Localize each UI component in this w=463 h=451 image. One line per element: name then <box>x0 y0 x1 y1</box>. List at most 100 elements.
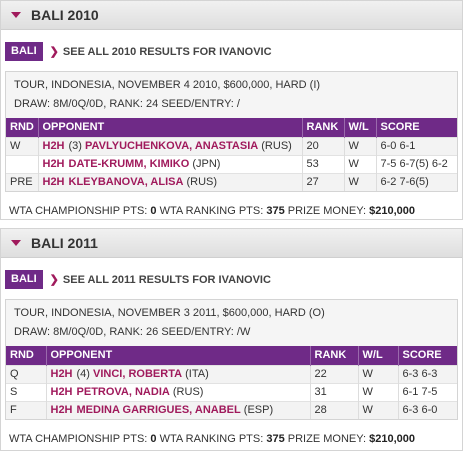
table-header-row: RND OPPONENT RANK W/L SCORE <box>6 118 457 137</box>
ranking-pts-value: 375 <box>266 433 285 445</box>
championship-pts-value: 0 <box>150 205 157 217</box>
wl-cell: W <box>357 382 398 401</box>
player-link[interactable]: DATE-KRUMM, KIMIKO <box>68 158 190 170</box>
panel-header[interactable]: BALI 2010 <box>1 1 462 30</box>
score-cell: 6-3 6-0 <box>397 400 457 419</box>
player-link[interactable]: MEDINA GARRIGUES, ANABEL <box>76 404 241 417</box>
country-code: (JPN) <box>192 158 221 170</box>
rank-cell: 53 <box>301 154 344 173</box>
prize-money-label: PRIZE MONEY: <box>287 205 367 217</box>
player-link[interactable]: PAVLYUCHENKOVA, ANASTASIA <box>85 140 259 152</box>
championship-pts-value: 0 <box>150 433 157 445</box>
ranking-pts-value: 375 <box>266 205 285 217</box>
country-code: (ITA) <box>185 368 209 380</box>
tournament-info-box: TOUR, INDONESIA, NOVEMBER 3 2011, $600,0… <box>5 299 458 420</box>
player-link[interactable]: PETROVA, NADIA <box>76 386 170 398</box>
points-summary: WTA CHAMPIONSHIP PTS: 0 WTA RANKING PTS:… <box>1 205 462 217</box>
rank-cell: 20 <box>301 136 344 155</box>
table-row: H2H DATE-KRUMM, KIMIKO (JPN) 53 W 7-5 6-7… <box>6 154 457 173</box>
round-cell: F <box>6 400 46 419</box>
opponent-cell: H2H KLEYBANOVA, ALISA (RUS) <box>37 172 302 191</box>
country-code: (RUS) <box>261 140 292 152</box>
rank-cell: 22 <box>309 364 358 383</box>
tour-info-line: TOUR, INDONESIA, NOVEMBER 4 2010, $600,0… <box>14 79 321 91</box>
seed-label: (4) <box>76 368 90 380</box>
ranking-pts-label: WTA RANKING PTS: <box>159 433 264 445</box>
see-all-results-link[interactable]: SEE ALL 2011 RESULTS FOR IVANOVIC <box>62 273 271 286</box>
tournament-tag[interactable]: BALI <box>5 42 43 61</box>
table-row: W H2H (3) PAVLYUCHENKOVA, ANASTASIA (RUS)… <box>6 136 457 155</box>
table-row: PRE H2H KLEYBANOVA, ALISA (RUS) 27 W 6-2 … <box>6 172 457 191</box>
score-cell: 6-2 7-6(5) <box>375 172 457 191</box>
h2h-link[interactable]: H2H <box>50 404 73 417</box>
collapse-caret-icon[interactable] <box>11 240 21 246</box>
chevron-right-icon: ❯ <box>49 46 59 58</box>
country-code: (ESP) <box>243 404 274 417</box>
prize-money-value: $210,000 <box>369 205 415 217</box>
h2h-link[interactable]: H2H <box>42 140 65 152</box>
col-header-rnd: RND <box>6 346 46 365</box>
panel-title: BALI 2010 <box>31 7 99 23</box>
table-row: F H2H MEDINA GARRIGUES, ANABEL (ESP) 28 W… <box>6 400 457 419</box>
prize-money-value: $210,000 <box>369 433 415 445</box>
draw-info-line: DRAW: 8M/0Q/0D, RANK: 24 SEED/ENTRY: / <box>14 98 240 110</box>
col-header-rank: RANK <box>301 118 344 137</box>
col-header-wl: W/L <box>343 118 376 137</box>
h2h-link[interactable]: H2H <box>42 158 65 170</box>
col-header-opponent: OPPONENT <box>45 346 310 365</box>
draw-info-line: DRAW: 8M/0Q/0D, RANK: 26 SEED/ENTRY: /W <box>14 326 251 338</box>
table-row: Q H2H (4) VINCI, ROBERTA (ITA) 22 W 6-3 6… <box>6 364 457 383</box>
table-header-row: RND OPPONENT RANK W/L SCORE <box>6 346 457 365</box>
round-cell: PRE <box>6 172 38 191</box>
tournament-tag[interactable]: BALI <box>5 270 43 289</box>
col-header-score: SCORE <box>397 346 457 365</box>
results-table: RND OPPONENT RANK W/L SCORE W H2H (3) PAV… <box>6 118 457 191</box>
h2h-link[interactable]: H2H <box>50 386 73 398</box>
opponent-cell: H2H (4) VINCI, ROBERTA (ITA) <box>45 364 310 383</box>
chevron-right-icon: ❯ <box>49 274 59 286</box>
wl-cell: W <box>357 400 398 419</box>
championship-pts-label: WTA CHAMPIONSHIP PTS: <box>9 205 148 217</box>
score-cell: 7-5 6-7(5) 6-2 <box>375 154 457 173</box>
col-header-score: SCORE <box>375 118 457 137</box>
results-table: RND OPPONENT RANK W/L SCORE Q H2H (4) VIN… <box>6 346 457 419</box>
panel-title: BALI 2011 <box>31 235 98 251</box>
h2h-link[interactable]: H2H <box>42 176 65 189</box>
col-header-wl: W/L <box>357 346 398 365</box>
championship-pts-label: WTA CHAMPIONSHIP PTS: <box>9 433 148 445</box>
round-cell: W <box>6 136 38 155</box>
opponent-cell: H2H (3) PAVLYUCHENKOVA, ANASTASIA (RUS) <box>37 136 302 155</box>
tournament-info-box: TOUR, INDONESIA, NOVEMBER 4 2010, $600,0… <box>5 71 458 192</box>
round-cell <box>6 154 38 173</box>
round-cell: Q <box>6 364 46 383</box>
country-code: (RUS) <box>186 176 218 189</box>
score-cell: 6-0 6-1 <box>375 136 457 155</box>
opponent-cell: H2H MEDINA GARRIGUES, ANABEL (ESP) <box>45 400 310 419</box>
collapse-caret-icon[interactable] <box>11 12 21 18</box>
filter-row: BALI ❯ SEE ALL 2010 RESULTS FOR IVANOVIC <box>5 41 462 62</box>
player-link[interactable]: KLEYBANOVA, ALISA <box>68 176 184 189</box>
points-summary: WTA CHAMPIONSHIP PTS: 0 WTA RANKING PTS:… <box>1 433 462 445</box>
col-header-rank: RANK <box>309 346 358 365</box>
tournament-panel-bali-2011: BALI 2011 BALI ❯ SEE ALL 2011 RESULTS FO… <box>0 228 463 451</box>
prize-money-label: PRIZE MONEY: <box>287 433 367 445</box>
score-cell: 6-3 6-3 <box>397 364 457 383</box>
wl-cell: W <box>343 172 376 191</box>
score-cell: 6-1 7-5 <box>397 382 457 401</box>
country-code: (RUS) <box>172 386 204 398</box>
panel-header[interactable]: BALI 2011 <box>1 229 462 258</box>
col-header-opponent: OPPONENT <box>37 118 302 137</box>
opponent-cell: H2H DATE-KRUMM, KIMIKO (JPN) <box>37 154 302 173</box>
round-cell: S <box>6 382 46 401</box>
rank-cell: 27 <box>301 172 344 191</box>
table-row: S H2H PETROVA, NADIA (RUS) 31 W 6-1 7-5 <box>6 382 457 401</box>
col-header-rnd: RND <box>6 118 38 137</box>
wl-cell: W <box>343 136 376 155</box>
h2h-link[interactable]: H2H <box>50 368 73 380</box>
seed-label: (3) <box>68 140 82 152</box>
wl-cell: W <box>357 364 398 383</box>
rank-cell: 31 <box>309 382 358 401</box>
player-link[interactable]: VINCI, ROBERTA <box>93 368 183 380</box>
see-all-results-link[interactable]: SEE ALL 2010 RESULTS FOR IVANOVIC <box>62 45 272 58</box>
tournament-panel-bali-2010: BALI 2010 BALI ❯ SEE ALL 2010 RESULTS FO… <box>0 0 463 220</box>
